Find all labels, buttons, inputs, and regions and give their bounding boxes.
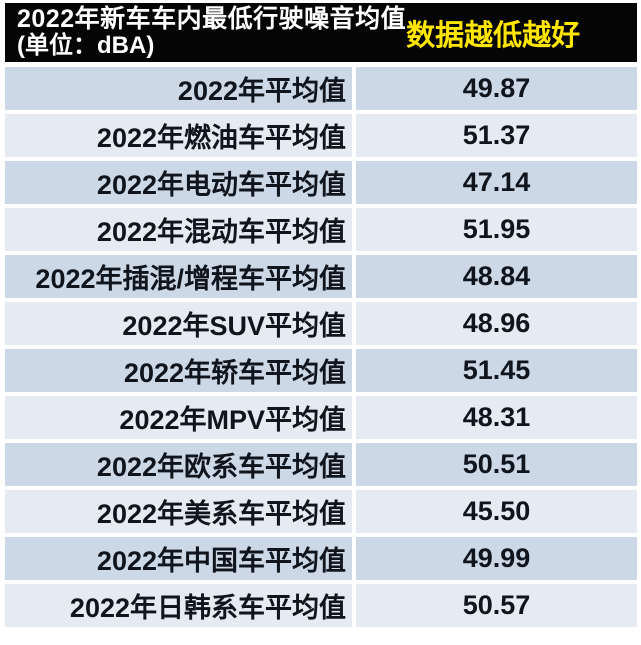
noise-table-container: 2022年新车车内最低行驶噪音均值 (单位：dBA) 数据越低越好 2022年平… [5, 3, 637, 627]
table-row: 2022年MPV平均值 48.31 [5, 396, 637, 439]
lower-is-better-note: 数据越低越好 [406, 19, 581, 52]
row-value: 50.51 [356, 443, 637, 486]
table-row: 2022年插混/增程车平均值 48.84 [5, 255, 637, 298]
table-title-unit: (单位：dBA) [17, 32, 155, 60]
row-value: 47.14 [356, 161, 637, 204]
table-row: 2022年美系车平均值 45.50 [5, 490, 637, 533]
row-label: 2022年混动车平均值 [5, 208, 352, 251]
table-row: 2022年平均值 49.87 [5, 67, 637, 110]
row-label: 2022年日韩系车平均值 [5, 584, 352, 627]
row-label: 2022年平均值 [5, 67, 352, 110]
row-value: 49.87 [356, 67, 637, 110]
row-label: 2022年MPV平均值 [5, 396, 352, 439]
table-row: 2022年电动车平均值 47.14 [5, 161, 637, 204]
row-label: 2022年欧系车平均值 [5, 443, 352, 486]
row-label: 2022年中国车平均值 [5, 537, 352, 580]
row-value: 51.37 [356, 114, 637, 157]
row-value: 48.31 [356, 396, 637, 439]
row-value: 49.99 [356, 537, 637, 580]
table-title-line1: 2022年新车车内最低行驶噪音均值 [17, 5, 407, 34]
row-label: 2022年插混/增程车平均值 [5, 255, 352, 298]
row-value: 50.57 [356, 584, 637, 627]
row-label: 2022年美系车平均值 [5, 490, 352, 533]
table-header: 2022年新车车内最低行驶噪音均值 (单位：dBA) 数据越低越好 [5, 3, 637, 62]
row-label: 2022年SUV平均值 [5, 302, 352, 345]
table-row: 2022年欧系车平均值 50.51 [5, 443, 637, 486]
row-label: 2022年轿车平均值 [5, 349, 352, 392]
table-row: 2022年中国车平均值 49.99 [5, 537, 637, 580]
row-value: 45.50 [356, 490, 637, 533]
table-row: 2022年轿车平均值 51.45 [5, 349, 637, 392]
row-value: 51.45 [356, 349, 637, 392]
row-value: 48.96 [356, 302, 637, 345]
table-row: 2022年混动车平均值 51.95 [5, 208, 637, 251]
row-label: 2022年燃油车平均值 [5, 114, 352, 157]
table-row: 2022年SUV平均值 48.96 [5, 302, 637, 345]
table-row: 2022年日韩系车平均值 50.57 [5, 584, 637, 627]
table-row: 2022年燃油车平均值 51.37 [5, 114, 637, 157]
row-value: 51.95 [356, 208, 637, 251]
row-value: 48.84 [356, 255, 637, 298]
noise-table: 2022年平均值 49.87 2022年燃油车平均值 51.37 2022年电动… [5, 67, 637, 627]
table-title: 2022年新车车内最低行驶噪音均值 (单位：dBA) [5, 6, 406, 59]
row-label: 2022年电动车平均值 [5, 161, 352, 204]
